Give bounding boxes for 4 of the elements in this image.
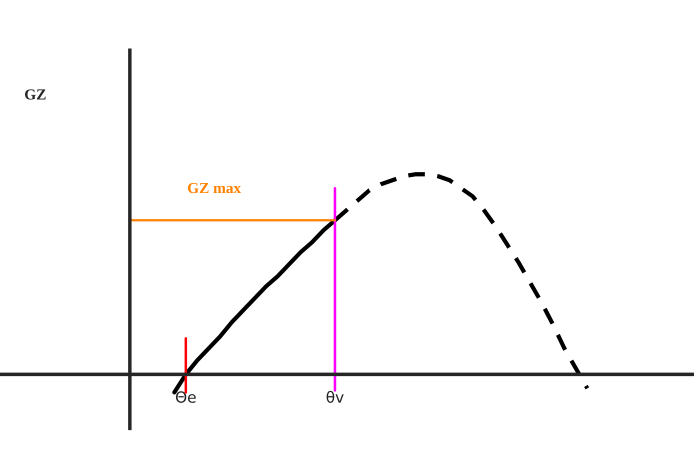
x-tick-label: θv	[326, 390, 344, 403]
text: GZ	[25, 89, 46, 100]
x-tick-label: Θe	[176, 391, 196, 403]
ref-line-label: GZ max	[188, 182, 242, 194]
